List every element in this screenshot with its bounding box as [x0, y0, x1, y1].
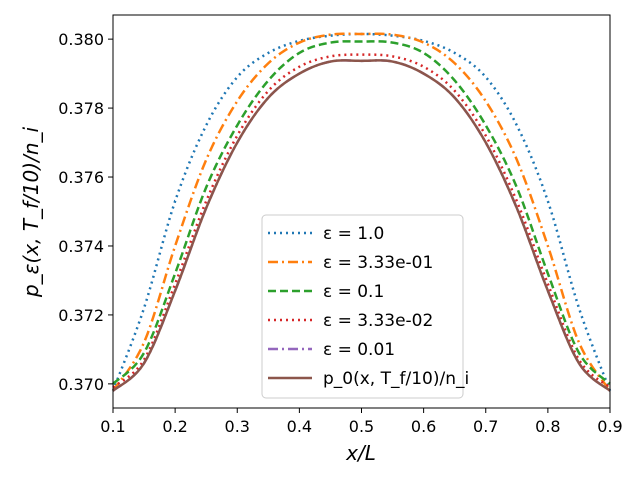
plot-lines — [111, 32, 612, 392]
x-tick-label: 0.6 — [411, 417, 436, 436]
x-ticks: 0.1 0.2 0.3 0.4 0.5 0.6 0.7 0.8 0.9 — [100, 408, 623, 436]
y-tick-label: 0.374 — [58, 237, 104, 256]
x-tick-label: 0.8 — [535, 417, 560, 436]
legend-label-6: p_0(x, T_f/10)/n_i — [323, 369, 469, 389]
legend-box — [261, 214, 464, 399]
series-line-1 — [111, 32, 612, 392]
series-line-3 — [112, 40, 611, 385]
legend-label-3: ε = 0.1 — [323, 282, 384, 302]
x-tick-label: 0.7 — [473, 417, 498, 436]
legend: ε = 1.0 ε = 3.33e-01 ε = 0.1 ε = 3.33e-02 ε … — [261, 214, 469, 399]
x-axis-label: x/L — [345, 441, 376, 465]
legend-label-4: ε = 3.33e-02 — [323, 311, 433, 331]
x-tick-label: 0.4 — [287, 417, 312, 436]
y-tick-label: 0.370 — [58, 375, 104, 394]
x-tick-label: 0.5 — [349, 417, 374, 436]
y-tick-label: 0.380 — [58, 30, 104, 49]
x-tick-label: 0.9 — [597, 417, 622, 436]
series-line-6 — [112, 59, 611, 392]
x-tick-label: 0.3 — [225, 417, 250, 436]
y-tick-label: 0.372 — [58, 306, 104, 325]
series-line-2 — [111, 32, 612, 392]
y-tick-label: 0.376 — [58, 168, 104, 187]
legend-label-5: ε = 0.01 — [323, 340, 395, 360]
x-tick-label: 0.1 — [100, 417, 125, 436]
y-tick-label: 0.378 — [58, 99, 104, 118]
legend-label-1: ε = 1.0 — [323, 224, 384, 244]
x-tick-label: 0.2 — [162, 417, 187, 436]
legend-label-2: ε = 3.33e-01 — [323, 253, 433, 273]
y-ticks: 0.370 0.372 0.374 0.376 0.378 0.380 — [58, 30, 113, 394]
y-axis-label: p_ε(x, T_f/10)/n_i — [19, 127, 43, 299]
